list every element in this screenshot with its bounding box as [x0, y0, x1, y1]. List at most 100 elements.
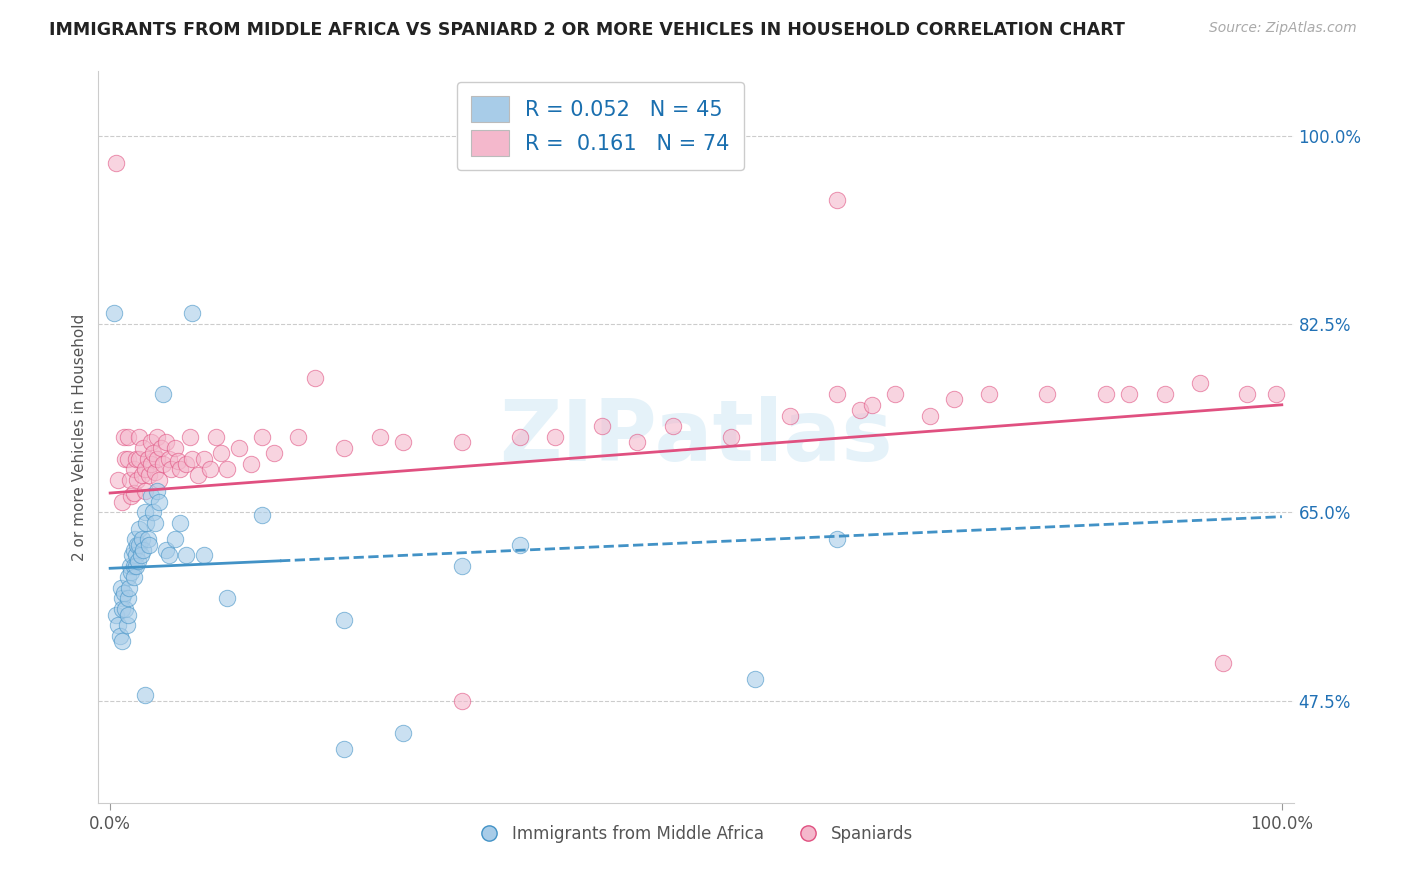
Point	[1188, 376, 1211, 391]
Point	[211, 446, 233, 460]
Point	[163, 441, 186, 455]
Point	[134, 688, 156, 702]
Point	[127, 538, 149, 552]
Point	[120, 559, 141, 574]
Point	[129, 549, 152, 563]
Point	[450, 693, 472, 707]
Point	[122, 543, 145, 558]
Point	[128, 538, 150, 552]
Point	[148, 494, 170, 508]
Text: ZIPatlas: ZIPatlas	[499, 395, 893, 479]
Point	[115, 618, 138, 632]
Point	[174, 549, 197, 563]
Point	[744, 672, 766, 686]
Point	[112, 586, 135, 600]
Point	[125, 549, 148, 563]
Point	[252, 430, 274, 444]
Point	[114, 602, 136, 616]
Point	[228, 441, 250, 455]
Point	[125, 451, 148, 466]
Point	[122, 462, 145, 476]
Point	[152, 387, 174, 401]
Point	[263, 446, 285, 460]
Point	[157, 549, 180, 563]
Point	[1212, 656, 1234, 670]
Point	[860, 398, 883, 412]
Point	[287, 430, 309, 444]
Point	[114, 451, 136, 466]
Legend: Immigrants from Middle Africa, Spaniards: Immigrants from Middle Africa, Spaniards	[472, 818, 920, 849]
Point	[103, 306, 125, 320]
Point	[169, 462, 191, 476]
Point	[136, 451, 159, 466]
Point	[122, 486, 145, 500]
Point	[849, 403, 872, 417]
Point	[120, 565, 142, 579]
Point	[136, 533, 159, 547]
Point	[720, 430, 742, 444]
Point	[117, 607, 139, 622]
Point	[111, 494, 134, 508]
Point	[977, 387, 1000, 401]
Point	[117, 430, 139, 444]
Point	[167, 454, 190, 468]
Point	[179, 430, 201, 444]
Point	[591, 419, 613, 434]
Point	[174, 457, 197, 471]
Point	[181, 306, 204, 320]
Point	[138, 538, 160, 552]
Point	[304, 371, 326, 385]
Point	[1118, 387, 1140, 401]
Point	[117, 451, 139, 466]
Point	[1095, 387, 1118, 401]
Point	[105, 156, 128, 170]
Point	[169, 516, 191, 530]
Point	[333, 613, 356, 627]
Point	[143, 465, 166, 479]
Point	[204, 430, 226, 444]
Point	[155, 435, 177, 450]
Point	[127, 473, 149, 487]
Point	[146, 430, 169, 444]
Point	[1036, 387, 1059, 401]
Point	[105, 607, 128, 622]
Text: IMMIGRANTS FROM MIDDLE AFRICA VS SPANIARD 2 OR MORE VEHICLES IN HOUSEHOLD CORREL: IMMIGRANTS FROM MIDDLE AFRICA VS SPANIAR…	[49, 21, 1125, 38]
Point	[112, 430, 135, 444]
Point	[149, 441, 172, 455]
Point	[1265, 387, 1288, 401]
Point	[825, 194, 848, 208]
Point	[146, 483, 169, 498]
Point	[509, 538, 531, 552]
Point	[142, 505, 165, 519]
Point	[252, 508, 274, 522]
Point	[131, 533, 153, 547]
Point	[111, 634, 134, 648]
Point	[111, 591, 134, 606]
Point	[134, 483, 156, 498]
Point	[120, 473, 141, 487]
Point	[942, 392, 965, 407]
Point	[825, 387, 848, 401]
Point	[160, 462, 183, 476]
Point	[118, 581, 141, 595]
Point	[181, 451, 204, 466]
Point	[661, 419, 683, 434]
Point	[134, 462, 156, 476]
Point	[108, 629, 131, 643]
Y-axis label: 2 or more Vehicles in Household: 2 or more Vehicles in Household	[72, 313, 87, 561]
Point	[125, 559, 148, 574]
Point	[392, 726, 415, 740]
Point	[368, 430, 391, 444]
Point	[127, 554, 149, 568]
Point	[117, 570, 139, 584]
Point	[142, 446, 165, 460]
Point	[450, 435, 472, 450]
Point	[392, 435, 415, 450]
Point	[141, 489, 163, 503]
Point	[779, 409, 801, 423]
Point	[134, 505, 156, 519]
Point	[132, 441, 155, 455]
Point	[157, 451, 180, 466]
Point	[122, 559, 145, 574]
Point	[148, 473, 170, 487]
